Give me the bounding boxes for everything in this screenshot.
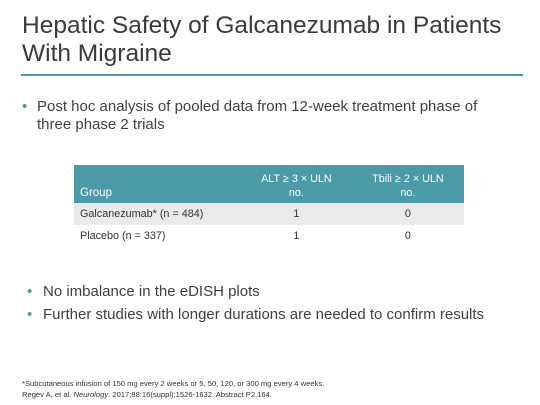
footnotes: *Subcutaneous infusion of 150 mg every 2… <box>22 378 522 400</box>
footnote-definition: *Subcutaneous infusion of 150 mg every 2… <box>22 379 325 388</box>
table-row: Galcanezumab* (n = 484) 1 0 <box>74 203 464 225</box>
bullet-text: No imbalance in the eDISH plots <box>43 283 260 300</box>
bullet-icon: • <box>27 306 33 323</box>
hepatic-safety-table: Group ALT ≥ 3 × ULN no. Tbili ≥ 2 × ULN … <box>74 165 464 247</box>
cell-tbili: 0 <box>404 208 411 220</box>
slide-title: Hepatic Safety of Galcanezumab in Patien… <box>22 12 502 67</box>
column-header-alt-line2: no. <box>288 187 304 199</box>
column-header-group: Group <box>80 187 112 199</box>
table-header-row: Group ALT ≥ 3 × ULN no. Tbili ≥ 2 × ULN … <box>74 165 464 203</box>
column-header-tbili-line1: Tbili ≥ 2 × ULN <box>372 173 444 185</box>
bullet-icon: • <box>27 283 33 300</box>
cell-group: Placebo (n = 337) <box>80 230 166 242</box>
bullet-text: Further studies with longer durations ar… <box>43 306 485 323</box>
cell-alt: 1 <box>293 208 300 220</box>
reference-details: . 2017;88:16(suppl);1526-1632. Abstract … <box>108 390 272 399</box>
reference-journal: Neurology <box>73 390 109 399</box>
column-header-alt: ALT ≥ 3 × ULN no. <box>241 165 352 203</box>
column-header-tbili-line2: no. <box>400 187 416 199</box>
column-header-tbili: Tbili ≥ 2 × ULN no. <box>352 165 464 203</box>
bullet-icon: • <box>22 98 28 115</box>
bullet-text: Post hoc analysis of pooled data from 12… <box>37 98 478 133</box>
table-row: Placebo (n = 337) 1 0 <box>74 225 464 247</box>
column-header-alt-line1: ALT ≥ 3 × ULN <box>261 173 332 185</box>
reference-authors: Regev A, et al. <box>22 390 74 399</box>
cell-tbili: 0 <box>404 230 411 242</box>
title-divider <box>21 74 523 76</box>
footnote-reference: Regev A, et al. Neurology. 2017;88:16(su… <box>22 389 522 400</box>
cell-alt: 1 <box>293 230 300 242</box>
cell-group: Galcanezumab* (n = 484) <box>80 208 204 220</box>
